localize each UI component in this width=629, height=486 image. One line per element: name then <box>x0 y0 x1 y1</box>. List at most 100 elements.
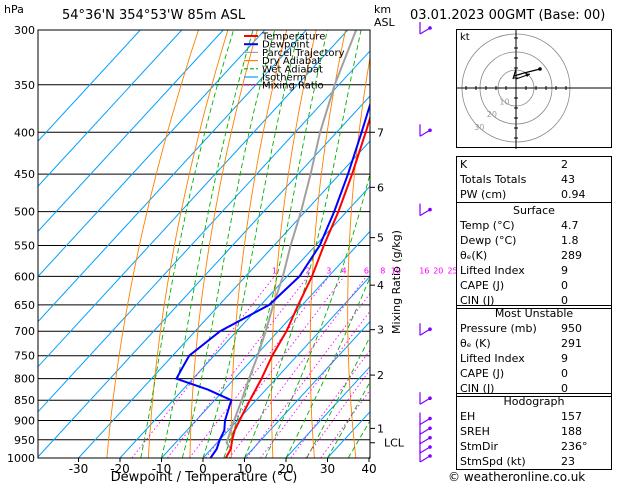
x-tick-label: 40 <box>361 462 376 476</box>
surface-label: Dewp (°C) <box>460 234 517 247</box>
copyright-footer: © weatheronline.co.uk <box>448 470 586 484</box>
surface-row: Lifted Index 9 <box>457 263 611 278</box>
legend-item-label: Dewpoint <box>262 40 310 51</box>
dry-adiabat-line <box>147 30 229 458</box>
wet-adiabat-line <box>285 276 370 458</box>
most-unstable-value: 0 <box>561 382 568 395</box>
isotherm-line <box>119 185 370 458</box>
most-unstable-table: Most Unstable Pressure (mb) 950 θₑ (K) 291 L… <box>456 305 612 397</box>
wind-barb-dot <box>428 445 432 449</box>
surface-table: Surface Temp (°C) 4.7 Dewp (°C) 1.8 θₑ(K) 289… <box>456 202 612 309</box>
totals-totals-value: 43 <box>561 173 575 186</box>
dry-adiabat-line <box>106 30 199 458</box>
wet-adiabat-line <box>161 30 254 458</box>
hodograph-stat-row: StmDir 236° <box>457 439 611 454</box>
mixing-ratio-label: 8 <box>380 266 385 275</box>
hodograph-stat-value: 23 <box>561 455 575 468</box>
pressure-tick-label: 900 <box>14 415 35 428</box>
most-unstable-row: θₑ (K) 291 <box>457 336 611 351</box>
parcel-trajectory-line <box>225 30 358 450</box>
isotherm-line <box>38 30 183 187</box>
most-unstable-row: CIN (J) 0 <box>457 381 611 396</box>
totals-totals-label: Totals Totals <box>460 173 527 186</box>
wind-barb <box>419 446 431 454</box>
surface-row: Dewp (°C) 1.8 <box>457 233 611 248</box>
lcl-label: LCL <box>384 437 405 450</box>
mixing-ratio-label: 2 <box>305 266 310 275</box>
pressure-tick-label: 600 <box>14 270 35 283</box>
wind-barb-dot <box>428 207 432 212</box>
surface-value: 289 <box>561 249 582 262</box>
mixing-ratio-label: 16 <box>419 266 429 275</box>
pressure-tick-label: 450 <box>14 168 35 181</box>
plot-frame <box>37 29 371 459</box>
hodograph-ring-label: 30 <box>474 123 484 132</box>
surface-row: Temp (°C) 4.7 <box>457 218 611 233</box>
pressure-tick-label: 650 <box>14 299 35 312</box>
surface-label: CAPE (J) <box>460 279 505 292</box>
x-tick-label: 10 <box>237 462 252 476</box>
temperature-line <box>224 114 370 458</box>
most-unstable-title: Most Unstable <box>494 307 574 320</box>
km-tick-label: 3 <box>377 324 384 337</box>
surface-label: CIN (J) <box>460 294 495 307</box>
hpa-label: hPa <box>4 3 24 16</box>
km-tick-label: 4 <box>377 279 384 292</box>
surface-value: 4.7 <box>561 219 579 232</box>
isotherm-line <box>38 30 141 142</box>
pressure-tick-label: 500 <box>14 206 35 219</box>
isotherm-line <box>285 365 370 458</box>
hodograph-stat-label: StmSpd (kt) <box>460 455 526 468</box>
wet-adiabat-line <box>181 30 276 458</box>
hodograph-stat-row: StmSpd (kt) 23 <box>457 454 611 469</box>
legend-item-label: Isotherm <box>262 73 306 84</box>
wet-adiabat-line <box>327 381 370 458</box>
wind-barb-dot <box>428 426 432 431</box>
isotherm-line <box>38 30 349 368</box>
pressure-tick-label: 850 <box>14 394 35 407</box>
k-label: K <box>460 158 468 171</box>
most-unstable-row: Pressure (mb) 950 <box>457 321 611 336</box>
km-tick-label: 7 <box>377 126 384 139</box>
indices-table: K 2 Totals Totals 43 PW (cm) 0.94 <box>456 156 612 203</box>
wind-barb <box>419 418 431 426</box>
hodograph-ring-label: 10 <box>499 98 509 107</box>
mixing-ratio-axis-label: Mixing Ratio (g/kg) <box>390 230 403 334</box>
most-unstable-value: 9 <box>561 352 568 365</box>
most-unstable-row: Lifted Index 9 <box>457 351 611 366</box>
most-unstable-value: 0 <box>561 367 568 380</box>
km-tick-label: 2 <box>377 369 384 382</box>
isotherm-line <box>78 140 370 458</box>
surface-row: CIN (J) 0 <box>457 293 611 308</box>
dry-adiabat-line <box>230 30 288 458</box>
wet-adiabat-line <box>264 171 370 458</box>
legend-item-label: Mixing Ratio <box>262 81 324 92</box>
wind-barb-dot <box>428 128 432 133</box>
x-tick-label: -10 <box>152 462 172 476</box>
wind-barb <box>419 427 431 435</box>
mixing-ratio-line <box>246 292 370 458</box>
k-value: 2 <box>561 158 568 171</box>
wind-barb <box>419 437 431 445</box>
dry-adiabat-line <box>309 30 346 458</box>
wind-barb <box>419 27 431 35</box>
dry-adiabat-line <box>347 54 370 458</box>
isotherm-line <box>38 30 224 233</box>
surface-value: 0 <box>561 279 568 292</box>
hodograph-ring-label: 20 <box>487 110 497 119</box>
pressure-tick-label: 1000 <box>7 452 35 465</box>
hodograph-table: Hodograph EH 157 SREH 188 StmDir 236° StmSpd (… <box>456 393 612 470</box>
wind-barb <box>419 397 431 405</box>
wet-adiabat-line <box>306 335 370 458</box>
mixing-ratio-label: 4 <box>342 266 347 275</box>
mixing-ratio-label: 25 <box>447 266 457 275</box>
wind-barb-dot <box>428 327 432 332</box>
x-axis-label: Dewpoint / Temperature (°C) <box>111 470 298 485</box>
x-tick-label: 30 <box>320 462 335 476</box>
dry-adiabat-line <box>419 30 439 458</box>
wind-barb-dot <box>428 454 432 458</box>
wind-barb-dot <box>428 416 432 421</box>
mixing-ratio-label: 10 <box>391 266 401 275</box>
hodograph-stat-value: 157 <box>561 410 582 423</box>
